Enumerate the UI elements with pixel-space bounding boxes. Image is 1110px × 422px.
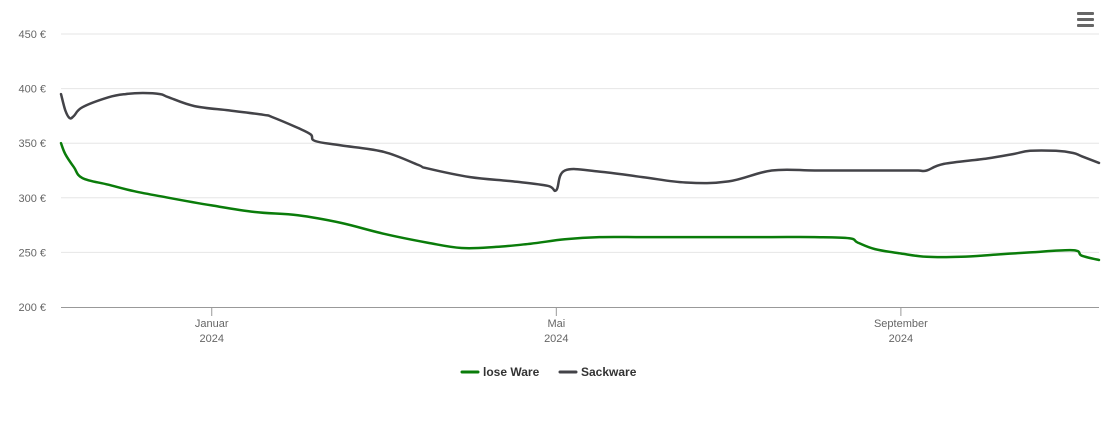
legend-item-lose-ware[interactable]: lose Ware: [460, 365, 540, 379]
series-line-lose-ware[interactable]: [59, 141, 1101, 262]
x-tick-label-month: Mai: [547, 318, 565, 330]
hamburger-menu-icon[interactable]: [1076, 12, 1098, 32]
series-line-sackware[interactable]: [59, 91, 1101, 193]
y-tick-label-250: 250 €: [18, 247, 46, 259]
x-tick-label-year: 2024: [200, 333, 224, 345]
grid-lines: [61, 33, 1099, 253]
x-tick-label-month: September: [874, 318, 928, 330]
y-tick-label-200: 200 €: [18, 302, 46, 314]
y-axis-ticks: 200 € 250 € 300 € 350 € 400 € 450 €: [18, 29, 46, 314]
x-tick-januar: Januar 2024: [195, 307, 229, 345]
x-tick-label-month: Januar: [195, 318, 229, 330]
legend-item-sackware[interactable]: Sackware: [558, 365, 637, 379]
legend-label-lose-ware: lose Ware: [483, 365, 540, 379]
menu-bar: [1077, 12, 1094, 15]
x-tick-mai: Mai 2024: [544, 307, 569, 345]
x-tick-label-year: 2024: [544, 333, 568, 345]
x-tick-september: September 2024: [874, 307, 928, 345]
x-tick-label-year: 2024: [889, 333, 913, 345]
menu-bar: [1077, 24, 1094, 27]
y-tick-label-450: 450 €: [18, 29, 46, 41]
menu-bar: [1077, 18, 1094, 21]
x-axis-ticks: Januar 2024 Mai 2024 September 2024: [195, 307, 928, 345]
y-tick-label-300: 300 €: [18, 193, 46, 205]
y-tick-label-350: 350 €: [18, 138, 46, 150]
legend-label-sackware: Sackware: [581, 365, 637, 379]
y-tick-label-400: 400 €: [18, 84, 46, 96]
legend: lose Ware Sackware: [460, 365, 637, 379]
